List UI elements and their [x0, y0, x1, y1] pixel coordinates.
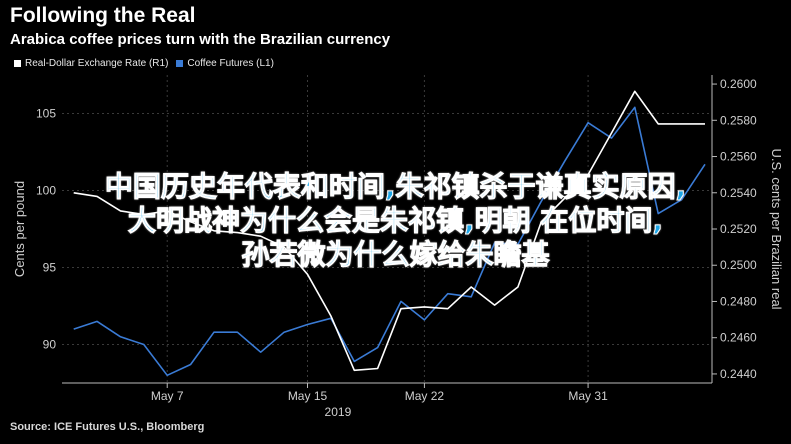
right-tick-label-2: 0.2480 — [720, 294, 757, 308]
left-tick-label-2: 100 — [36, 184, 56, 198]
x-tick-label-0: May 7 — [151, 389, 184, 403]
overlay-caption: 中国历史年代表和时间,朱祁镇杀于谦真实原因, 大明战神为什么会是朱祁镇,明朝 在… — [0, 170, 791, 272]
overlay-line-2: 大明战神为什么会是朱祁镇,明朝 在位时间, — [127, 204, 664, 238]
x-year-label: 2019 — [325, 405, 352, 419]
legend-label-coffee-futures: Coffee Futures (L1) — [187, 58, 274, 69]
x-tick-label-2: May 22 — [405, 389, 445, 403]
right-tick-label-8: 0.2600 — [720, 77, 757, 91]
legend-label-exchange-rate: Real-Dollar Exchange Rate (R1) — [25, 58, 169, 69]
left-tick-label-0: 90 — [43, 338, 57, 352]
chart-title: Following the Real — [10, 4, 196, 27]
right-axis-title: U.S. cents per Brazilian real — [769, 148, 784, 309]
right-tick-label-5: 0.2540 — [720, 186, 757, 200]
x-tick-label-3: May 31 — [568, 389, 608, 403]
chart-subtitle: Arabica coffee prices turn with the Braz… — [10, 31, 391, 48]
right-tick-label-7: 0.2580 — [720, 113, 757, 127]
right-tick-label-3: 0.2500 — [720, 258, 757, 272]
source-note: Source: ICE Futures U.S., Bloomberg — [10, 421, 205, 433]
legend-item-coffee-futures: Coffee Futures (L1) — [176, 58, 274, 69]
right-tick-label-4: 0.2520 — [720, 222, 757, 236]
left-axis-title: Cents per pound — [12, 181, 27, 277]
right-tick-label-0: 0.2440 — [720, 367, 757, 381]
legend-item-exchange-rate: Real-Dollar Exchange Rate (R1) — [14, 58, 168, 69]
series-line-exchange-rate — [73, 90, 705, 372]
x-tick-label-1: May 15 — [288, 389, 328, 403]
series-line-coffee-futures — [73, 106, 706, 377]
left-tick-label-1: 95 — [43, 261, 57, 275]
right-tick-label-1: 0.2460 — [720, 331, 757, 345]
overlay-line-3: 孙若微为什么嫁给朱瞻基 — [241, 238, 550, 272]
overlay-line-1: 中国历史年代表和时间,朱祁镇杀于谦真实原因, — [104, 170, 687, 204]
legend-swatch-coffee-futures — [176, 60, 184, 67]
right-tick-label-6: 0.2560 — [720, 150, 757, 164]
legend: Real-Dollar Exchange Rate (R1) Coffee Fu… — [14, 58, 274, 69]
legend-swatch-exchange-rate — [14, 60, 21, 67]
left-tick-label-3: 105 — [36, 107, 56, 121]
